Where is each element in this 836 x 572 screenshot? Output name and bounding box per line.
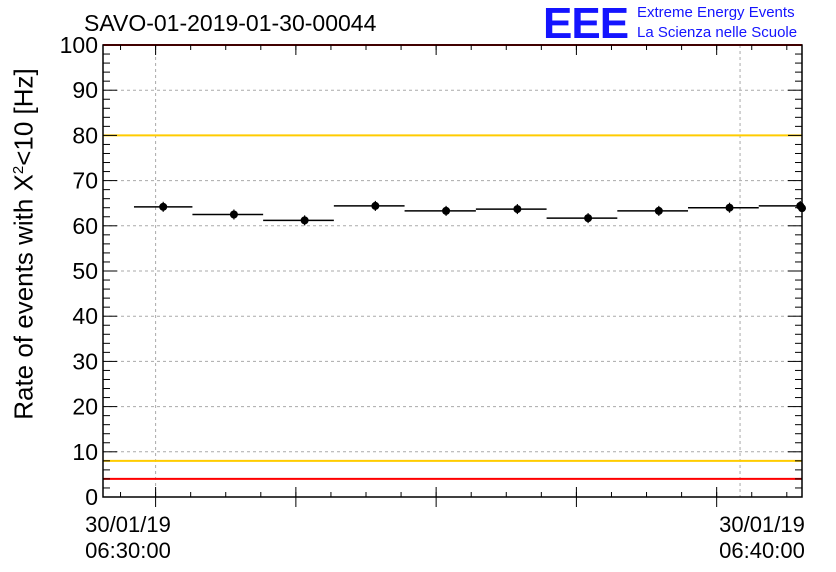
data-point <box>159 202 168 211</box>
y-axis-label-sup: 2 <box>9 165 27 175</box>
reference-lines <box>103 44 802 480</box>
data-point <box>513 205 522 214</box>
data-point <box>442 206 451 215</box>
y-tick-label: 0 <box>85 484 98 510</box>
y-axis-label-prefix: Rate of events with X <box>8 174 39 420</box>
x-label-start: 30/01/19 06:30:00 <box>85 512 171 564</box>
data-point <box>654 206 663 215</box>
plot-frame <box>102 44 803 498</box>
y-tick-label: 30 <box>72 348 98 374</box>
y-tick-label: 40 <box>72 303 98 329</box>
x-label-start-date: 30/01/19 <box>85 512 171 537</box>
chart-title: SAVO-01-2019-01-30-00044 <box>84 10 377 36</box>
data-point <box>725 203 734 212</box>
x-label-start-time: 06:30:00 <box>85 538 171 563</box>
grid-lines <box>103 45 802 497</box>
x-label-end-date: 30/01/19 <box>719 512 805 537</box>
data-point <box>371 201 380 210</box>
y-tick-label: 20 <box>72 394 98 420</box>
y-axis-label: Rate of events with X2<10 [Hz] <box>9 68 40 420</box>
x-label-end-time: 06:40:00 <box>719 538 805 563</box>
data-point <box>584 214 593 223</box>
y-tick-label: 10 <box>72 439 98 465</box>
logo-subtitle-line2: La Scienza nelle Scuole <box>637 24 798 41</box>
eee-logo: EEE <box>543 0 629 48</box>
y-tick-label: 100 <box>60 32 98 58</box>
y-tick-label: 80 <box>72 122 98 148</box>
logo-subtitle-line1: Extreme Energy Events <box>637 4 795 21</box>
axis-ticks <box>103 44 802 507</box>
data-point <box>229 210 238 219</box>
y-tick-label: 90 <box>72 77 98 103</box>
data-series <box>133 200 806 226</box>
x-label-end: 30/01/19 06:40:00 <box>719 512 805 564</box>
y-tick-label: 60 <box>72 213 98 239</box>
data-point <box>300 216 309 225</box>
y-tick-labels: 0 10 20 30 40 50 60 70 80 90 100 <box>60 32 98 510</box>
y-axis-label-suffix: <10 [Hz] <box>8 68 39 166</box>
y-tick-label: 70 <box>72 168 98 194</box>
y-tick-label: 50 <box>72 258 98 284</box>
